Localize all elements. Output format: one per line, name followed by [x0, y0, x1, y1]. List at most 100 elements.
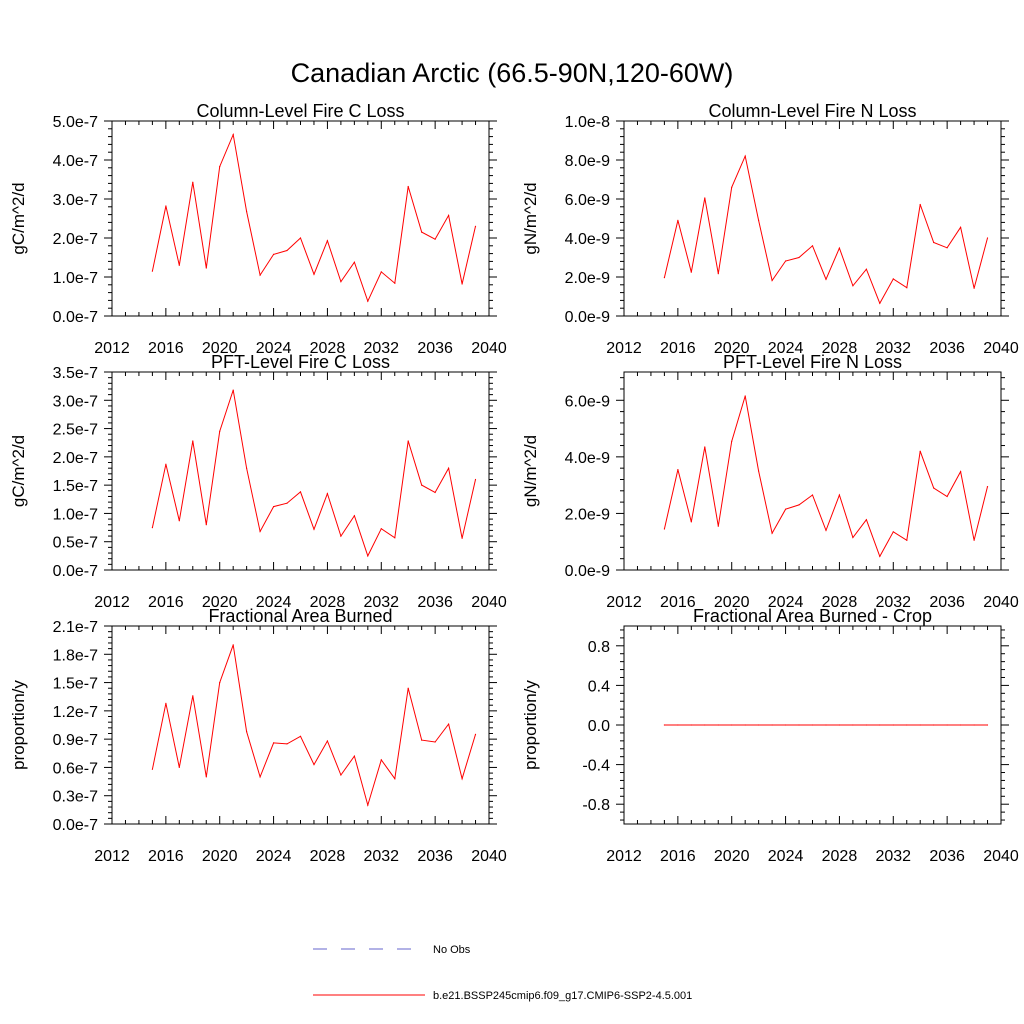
- data-point: [286, 502, 288, 504]
- data-point: [704, 446, 706, 448]
- data-point: [353, 261, 355, 263]
- plot-frame: [111, 371, 490, 571]
- x-tick-label: 2032: [875, 340, 911, 357]
- data-point: [717, 273, 719, 275]
- data-point: [434, 741, 436, 743]
- data-point: [178, 766, 180, 769]
- data-point: [960, 226, 962, 228]
- data-point: [178, 520, 180, 522]
- data-point: [892, 531, 894, 533]
- data-point: [380, 528, 382, 530]
- data-point: [731, 724, 733, 726]
- data-point: [434, 238, 436, 240]
- x-tick-label: 2012: [606, 340, 642, 357]
- y-tick-label: 1.0e-7: [53, 270, 98, 287]
- data-point: [219, 682, 221, 684]
- x-tick-label: 2028: [310, 340, 346, 357]
- y-tick-label: 8.0e-9: [565, 153, 610, 170]
- data-point: [340, 281, 342, 283]
- data-point: [367, 300, 369, 302]
- y-tick-label: 5.0e-7: [53, 114, 98, 131]
- data-point: [960, 724, 962, 726]
- x-tick-label: 2020: [714, 848, 750, 865]
- x-tick-label: 2040: [983, 340, 1019, 357]
- data-point: [811, 494, 814, 496]
- chart-panel-1: Column-Level Fire C Loss 2012 2016 2020 2024…: [9, 101, 507, 357]
- data-point: [407, 440, 409, 442]
- data-point: [461, 537, 463, 539]
- data-point: [461, 283, 463, 285]
- data-point: [744, 395, 746, 397]
- data-point: [165, 205, 167, 207]
- data-point: [865, 724, 868, 726]
- y-tick-label: 2.1e-7: [53, 619, 98, 636]
- y-tick-label: 0.6e-7: [53, 760, 98, 777]
- x-tick-label: 2020: [714, 340, 750, 357]
- x-tick-label: 2028: [310, 848, 346, 865]
- x-tick-label: 2012: [606, 848, 642, 865]
- data-point: [690, 521, 692, 523]
- x-tick-label: 2024: [256, 848, 292, 865]
- x-tick-label: 2036: [417, 848, 453, 865]
- data-point: [286, 743, 288, 745]
- data-point: [879, 724, 881, 726]
- panel-title: PFT-Level Fire N Loss: [723, 352, 902, 372]
- legend: No Obs b.e21.BSSP245cmip6.f09_g17.CMIP6-…: [313, 944, 692, 1002]
- data-point: [205, 776, 207, 778]
- data-point: [798, 256, 800, 259]
- legend-label-model: b.e21.BSSP245cmip6.f09_g17.CMIP6-SSP2-4.…: [433, 990, 692, 1002]
- panel-title: Fractional Area Burned: [208, 606, 392, 626]
- x-tick-label: 2016: [148, 340, 184, 357]
- data-point: [919, 724, 921, 726]
- data-point: [919, 450, 921, 452]
- y-tick-label: 0.4: [588, 678, 610, 695]
- data-point: [663, 277, 666, 279]
- y-tick-label: 1.0e-7: [53, 506, 98, 523]
- x-tick-label: 2036: [929, 340, 965, 357]
- y-tick-label: 2.0e-9: [565, 506, 610, 523]
- chart-panel-5: Fractional Area Burned 2012 2016 2020 2024 20…: [9, 606, 507, 865]
- y-tick-label: 0.0e-9: [565, 309, 610, 326]
- data-point: [394, 282, 396, 284]
- y-axis-label: gC/m^2/d: [9, 182, 28, 254]
- x-tick-label: 2028: [822, 340, 858, 357]
- y-tick-label: 0.0e-9: [565, 563, 610, 580]
- data-point: [677, 724, 679, 726]
- data-point: [448, 723, 450, 725]
- y-tick-label: 4.0e-7: [53, 153, 98, 170]
- x-tick-label: 2024: [256, 340, 292, 357]
- data-point: [340, 774, 342, 776]
- data-point: [421, 231, 423, 233]
- data-point: [825, 278, 827, 280]
- x-tick-label: 2012: [94, 594, 130, 611]
- data-point: [151, 270, 153, 272]
- x-tick-label: 2036: [417, 594, 453, 611]
- data-point: [165, 702, 167, 704]
- data-point: [246, 210, 248, 213]
- data-point: [946, 724, 948, 726]
- data-point: [771, 724, 773, 726]
- y-tick-label: 1.0e-8: [565, 114, 610, 131]
- x-tick-label: 2020: [714, 594, 750, 611]
- y-tick-label: 0.5e-7: [53, 535, 98, 552]
- data-point: [986, 486, 989, 488]
- data-point: [421, 739, 423, 741]
- x-tick-label: 2028: [822, 848, 858, 865]
- x-tick-label: 2036: [929, 848, 965, 865]
- data-point: [259, 530, 261, 533]
- data-point: [973, 287, 975, 289]
- data-point: [838, 494, 841, 496]
- panel-title: Column-Level Fire N Loss: [708, 101, 916, 121]
- data-point: [299, 491, 302, 493]
- plot-frame: [111, 625, 490, 825]
- data-point: [407, 687, 409, 689]
- y-tick-label: 6.0e-9: [565, 192, 610, 209]
- data-point: [313, 764, 315, 766]
- data-point: [394, 778, 396, 780]
- data-point: [933, 487, 935, 489]
- data-point: [367, 555, 369, 557]
- data-point: [744, 155, 746, 157]
- data-point: [933, 724, 935, 726]
- data-point: [326, 493, 328, 495]
